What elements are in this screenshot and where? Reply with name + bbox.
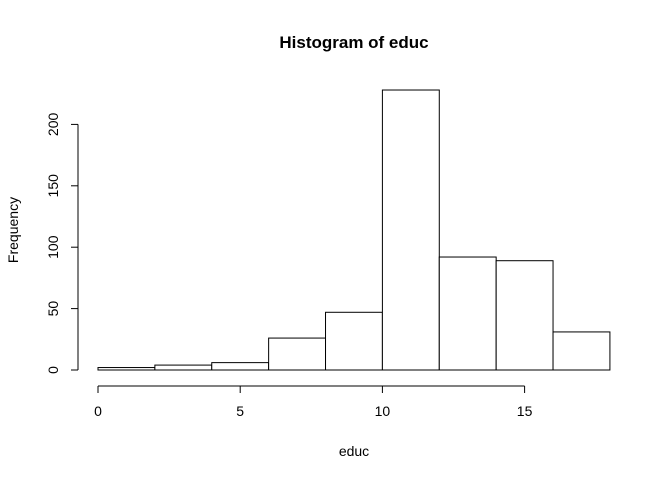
histogram-bar [552,331,611,371]
histogram-bar [211,362,270,371]
histogram-bar [381,89,440,371]
histogram-bar [97,367,156,371]
y-tick-label: 150 [45,174,61,198]
y-tick-label: 0 [45,366,61,374]
histogram-bar [268,337,327,371]
y-axis-label: Frequency [5,197,21,263]
x-tick-label: 10 [375,403,391,419]
bars-group [97,89,611,371]
histogram-bar [325,311,383,371]
y-tick-label: 50 [45,301,61,317]
x-axis-label: educ [339,443,369,459]
y-tick-label: 200 [45,113,61,137]
chart-title: Histogram of educ [279,33,428,52]
x-tick-label: 15 [517,403,533,419]
y-tick-label: 100 [45,235,61,259]
histogram-bar [438,256,497,371]
histogram-bar [154,364,213,371]
x-axis: 0 5 10 15 [94,385,533,419]
histogram-bar [495,260,554,371]
x-tick-label: 0 [94,403,102,419]
y-axis: 0 50 100 150 200 [45,113,79,374]
x-tick-label: 5 [236,403,244,419]
